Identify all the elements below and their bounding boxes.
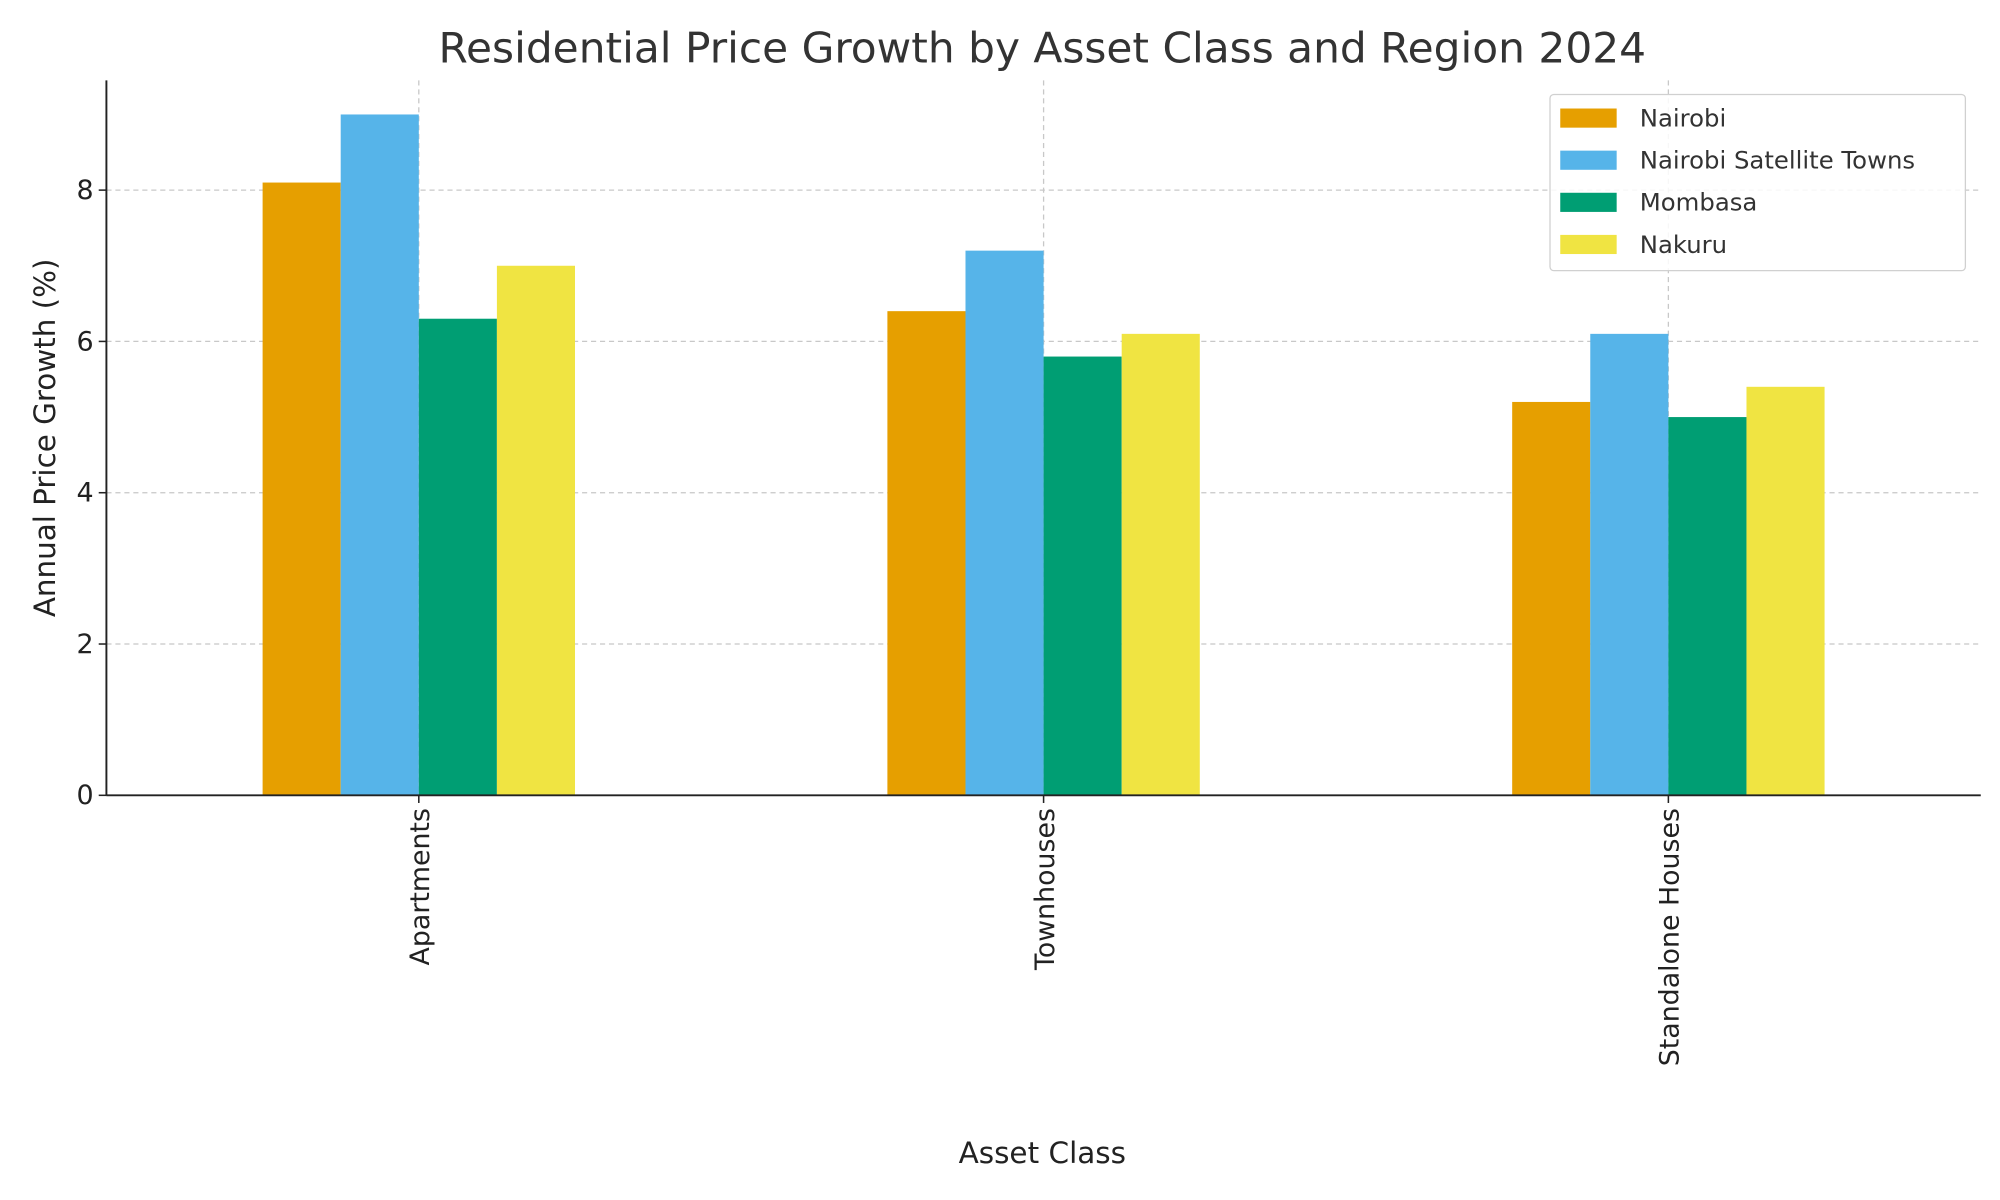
- y-tick-label: 8: [76, 175, 93, 206]
- x-axis-label: Asset Class: [959, 1136, 1126, 1170]
- bar-nairobi-satellite-towns-2: [1590, 333, 1669, 796]
- legend-label: Nairobi Satellite Towns: [1640, 146, 1915, 175]
- y-tick-label: 0: [76, 780, 93, 811]
- legend: Nairobi Nairobi Satellite Towns Mombasa Nak…: [1549, 93, 1967, 272]
- bars: [262, 114, 1825, 796]
- bar-nairobi-satellite-towns-1: [965, 250, 1044, 796]
- legend-swatch: [1560, 108, 1617, 128]
- x-tick-label: Standalone Houses: [1655, 808, 1686, 1066]
- legend-swatch: [1560, 150, 1617, 170]
- bar-mombasa-1: [1043, 356, 1122, 796]
- legend-swatch: [1560, 192, 1617, 212]
- bar-nairobi-0: [262, 182, 341, 796]
- bar-nakuru-0: [496, 265, 575, 796]
- legend-box: [1549, 93, 1967, 272]
- chart-title: Residential Price Growth by Asset Class …: [439, 24, 1647, 73]
- legend-label: Nairobi: [1640, 103, 1726, 132]
- bar-mombasa-2: [1668, 417, 1747, 796]
- legend-label: Mombasa: [1640, 188, 1758, 217]
- y-axis-label: Annual Price Growth (%): [28, 259, 62, 618]
- bar-nakuru-1: [1121, 333, 1200, 796]
- bar-nairobi-2: [1512, 401, 1591, 796]
- x-tick-label: Townhouses: [1030, 808, 1061, 971]
- bar-nairobi-satellite-towns-0: [340, 114, 419, 796]
- y-tick-label: 2: [76, 629, 93, 660]
- bar-mombasa-0: [418, 318, 497, 796]
- bar-nakuru-2: [1746, 386, 1825, 796]
- y-tick-label: 6: [76, 326, 93, 357]
- axes: 0 2 4 6 8 Apartments Townhouses Standalone Hous…: [76, 80, 1981, 1066]
- y-tick-label: 4: [76, 478, 93, 509]
- legend-label: Nakuru: [1640, 230, 1727, 259]
- legend-swatch: [1560, 234, 1617, 255]
- x-tick-label: Apartments: [405, 808, 436, 965]
- bar-nairobi-1: [887, 311, 966, 796]
